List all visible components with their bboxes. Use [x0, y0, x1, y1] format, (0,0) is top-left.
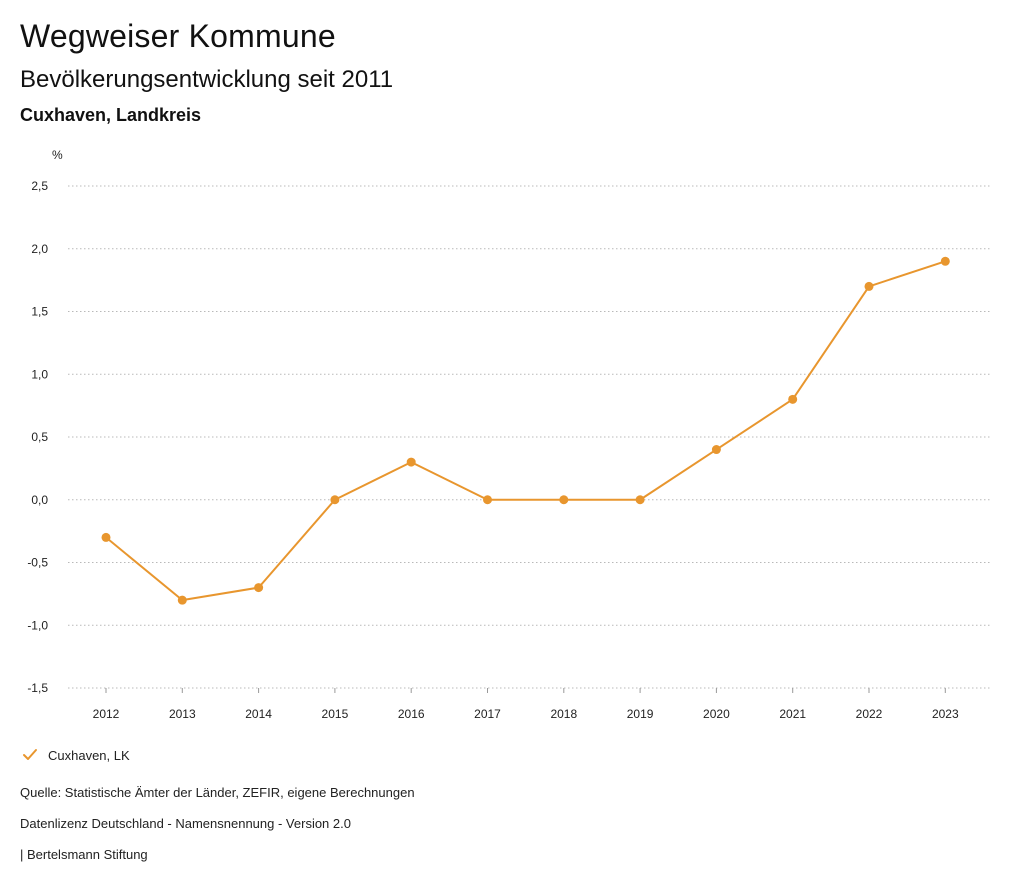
series-line	[105, 260, 947, 602]
y-tick-label: -0,5	[27, 556, 48, 570]
x-tick-label: 2012	[93, 707, 120, 721]
grid-lines	[68, 185, 990, 689]
y-tick-label: 2,0	[31, 242, 48, 256]
checkmark-icon	[23, 749, 37, 760]
data-point[interactable]	[406, 457, 416, 467]
data-point[interactable]	[940, 256, 950, 266]
x-tick-label: 2016	[398, 707, 425, 721]
data-point[interactable]	[254, 583, 264, 593]
y-axis-unit-label: %	[52, 148, 63, 162]
series-cuxhaven	[101, 256, 950, 605]
region-label: Cuxhaven, Landkreis	[20, 105, 202, 125]
data-point[interactable]	[330, 495, 340, 505]
x-tick-label: 2022	[856, 707, 883, 721]
y-tick-label: 1,5	[31, 305, 48, 319]
x-tick-label: 2014	[245, 707, 272, 721]
data-point[interactable]	[177, 595, 187, 605]
data-point[interactable]	[101, 532, 111, 542]
data-point[interactable]	[635, 495, 645, 505]
x-axis-ticks: 2012 2013 2014 2015 2016 2017 2018 2019 2020 2021…	[93, 688, 959, 721]
x-tick-label: 2023	[932, 707, 959, 721]
data-point[interactable]	[864, 281, 874, 291]
y-tick-label: 0,0	[31, 493, 48, 507]
y-tick-label: -1,0	[27, 618, 48, 632]
publisher-note: | Bertelsmann Stiftung	[20, 847, 148, 862]
legend-label: Cuxhaven, LK	[48, 747, 130, 763]
data-point[interactable]	[483, 495, 492, 505]
x-tick-label: 2019	[627, 707, 654, 721]
chart-legend[interactable]: Cuxhaven, LK	[20, 744, 130, 766]
x-tick-label: 2021	[779, 707, 806, 721]
data-point[interactable]	[788, 394, 798, 404]
data-point[interactable]	[559, 495, 569, 505]
license-note: Datenlizenz Deutschland - Namensnennung …	[20, 816, 351, 831]
y-tick-label: 0,5	[31, 430, 48, 444]
y-tick-label: 2,5	[31, 179, 48, 193]
x-tick-label: 2015	[322, 707, 349, 721]
y-tick-label: -1,5	[27, 681, 48, 695]
chart-subtitle: Bevölkerungsentwicklung seit 2011	[20, 66, 394, 93]
page-title: Wegweiser Kommune	[20, 18, 336, 54]
x-tick-label: 2020	[703, 707, 730, 721]
y-tick-label: 1,0	[31, 367, 48, 381]
x-tick-label: 2017	[474, 707, 501, 721]
data-point[interactable]	[711, 445, 721, 455]
source-note: Quelle: Statistische Ämter der Länder, Z…	[20, 785, 415, 800]
y-axis-ticks: -1,5 -1,0 -0,5 0,0 0,5 1,0 1,5 2,0 2,5	[27, 179, 48, 695]
line-chart: % -1,5-1,0-0,50,00,51,01,52,02,5 2012 201…	[27, 148, 990, 721]
x-tick-label: 2013	[169, 707, 196, 721]
x-tick-label: 2018	[550, 707, 577, 721]
